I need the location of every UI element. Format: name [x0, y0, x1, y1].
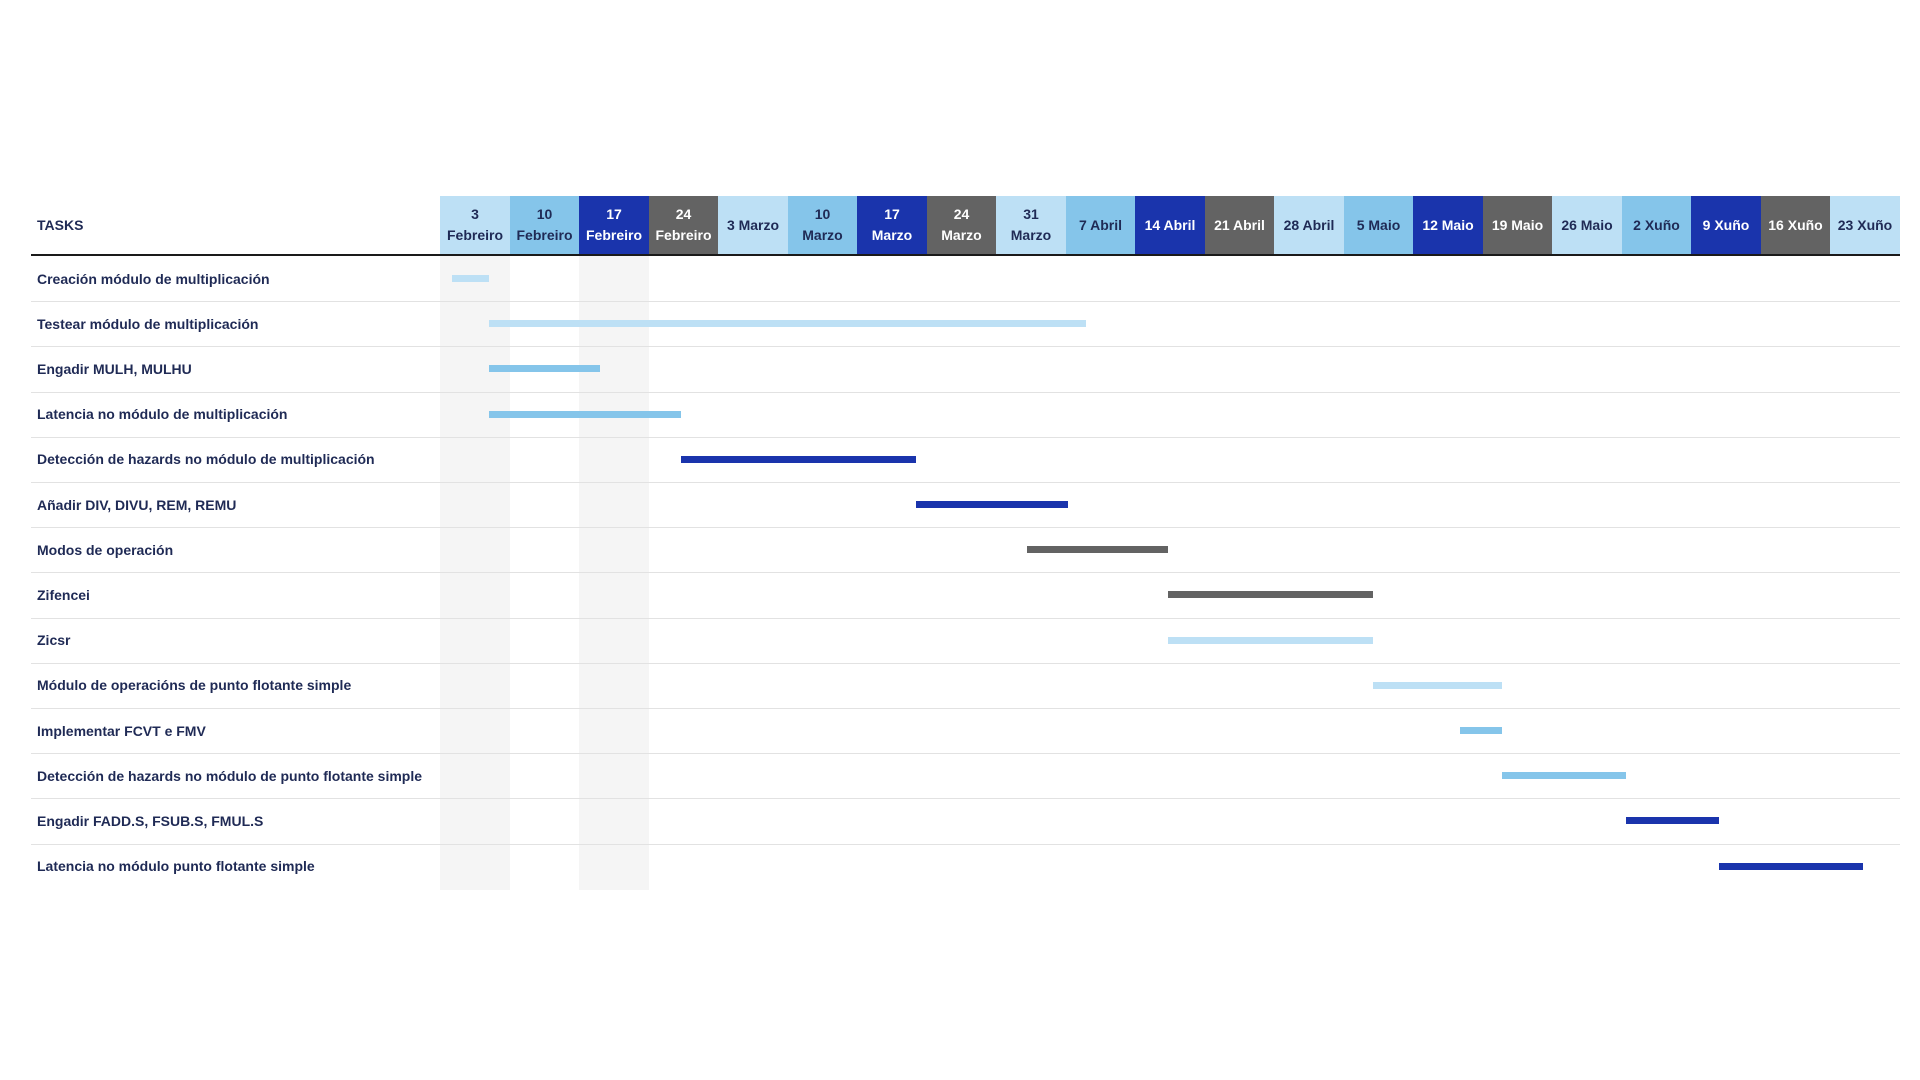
row-divider: [31, 346, 1900, 348]
task-label: Zicsr: [37, 632, 71, 649]
week-label: 12 Maio: [1422, 216, 1474, 233]
task-label: Añadir DIV, DIVU, REM, REMU: [37, 496, 237, 513]
task-bar: [1459, 727, 1502, 734]
task-label: Detección de hazards no módulo de punto …: [37, 767, 423, 784]
row-divider: [31, 572, 1900, 574]
row-divider: [31, 527, 1900, 529]
week-label: 10: [814, 206, 831, 222]
week-label: 21 Abril: [1214, 216, 1265, 233]
week-header-cell: 9 Xuño: [1691, 196, 1761, 254]
week-label: 17: [884, 206, 900, 222]
week-label: 9 Xuño: [1702, 216, 1750, 233]
week-label: 10: [536, 206, 553, 222]
week-label: 26 Maio: [1561, 216, 1613, 233]
week-label: 24: [675, 206, 692, 222]
task-label: Detección de hazards no módulo de multip…: [37, 451, 375, 468]
task-label: Engadir FADD.S, FSUB.S, FMUL.S: [37, 812, 264, 829]
tasks-column-header: TASKS: [37, 217, 84, 233]
task-label: Creación módulo de multiplicación: [37, 270, 270, 287]
week-header-cell: 3 Marzo: [718, 196, 788, 254]
week-label-month: Marzo: [1010, 227, 1052, 243]
week-label-month: Febreiro: [446, 227, 503, 243]
week-header-cell: 31 Marzo: [996, 196, 1066, 254]
task-label: Engadir MULH, MULHU: [37, 360, 192, 377]
week-label-month: Marzo: [802, 227, 843, 243]
task-label: Latencia no módulo de multiplicación: [37, 406, 288, 423]
week-label-month: Febreiro: [516, 227, 573, 243]
week-header-cell: 2 Xuño: [1621, 196, 1692, 254]
row-divider: [31, 391, 1900, 393]
week-header-cell: 10 Marzo: [787, 196, 858, 254]
week-label: 24: [953, 206, 970, 222]
week-header-cell: 17 Febreiro: [579, 196, 649, 254]
row-divider: [31, 798, 1900, 800]
week-label: 14 Abril: [1144, 216, 1196, 233]
row-divider: [31, 436, 1900, 438]
task-label: Módulo de operacións de punto flotante s…: [37, 677, 352, 694]
week-header-cell: 5 Maio: [1343, 196, 1414, 254]
task-bar: [681, 455, 917, 463]
week-label-month: Febreiro: [655, 227, 712, 243]
task-bar: [451, 275, 489, 282]
week-header-cell: 17 Marzo: [857, 196, 927, 254]
week-header-cell: 14 Abril: [1135, 196, 1205, 254]
week-header-cell: 19 Maio: [1482, 196, 1553, 254]
week-label: 3 Marzo: [726, 216, 780, 233]
task-bar: [488, 365, 600, 373]
task-label: Latencia no módulo punto flotante simple: [37, 858, 315, 875]
week-label: 7 Abril: [1078, 216, 1123, 233]
task-bar: [1026, 546, 1168, 554]
row-divider: [31, 482, 1900, 483]
week-header-cell: 21 Abril: [1204, 196, 1275, 254]
task-bar: [1167, 591, 1373, 599]
week-label-month: Marzo: [871, 227, 913, 243]
week-label-month: Marzo: [941, 227, 982, 243]
task-bar: [1718, 862, 1864, 870]
row-divider: [31, 617, 1900, 619]
week-label: 16 Xuño: [1768, 216, 1823, 233]
row-divider: [31, 843, 1900, 845]
week-label: 3: [471, 206, 479, 222]
task-label: Testear módulo de multiplicación: [37, 315, 259, 332]
week-header-cell: 23 Xuño: [1830, 196, 1900, 254]
week-header-cell: 28 Abril: [1274, 196, 1344, 254]
week-label: 23 Xuño: [1837, 216, 1893, 233]
row-divider: [31, 753, 1900, 755]
week-label: 2 Xuño: [1633, 216, 1680, 233]
task-bar: [916, 501, 1069, 508]
week-label-month: Febreiro: [585, 227, 642, 243]
task-bar: [1167, 636, 1373, 644]
week-label: 5 Maio: [1356, 216, 1401, 233]
week-label: 31: [1023, 206, 1039, 222]
header-divider: [31, 254, 1900, 256]
task-bar: [1501, 772, 1627, 780]
task-bar: [1372, 681, 1502, 689]
row-divider: [31, 301, 1900, 303]
week-header-cell: 16 Xuño: [1760, 196, 1831, 254]
task-bar: [1626, 817, 1719, 825]
task-bar: [488, 320, 1086, 328]
task-label: Modos de operación: [37, 541, 174, 558]
week-header-cell: 12 Maio: [1413, 196, 1483, 254]
week-header-cell: 24 Febreiro: [648, 196, 719, 254]
week-label: 19 Maio: [1491, 216, 1544, 233]
task-label: Implementar FCVT e FMV: [37, 722, 206, 739]
week-header-cell: 26 Maio: [1552, 196, 1622, 254]
week-header-cell: 24 Marzo: [926, 196, 997, 254]
week-header-cell: 3 Febreiro: [440, 196, 510, 254]
week-label: 28 Abril: [1283, 216, 1335, 233]
task-bar: [488, 410, 682, 418]
week-label: 17: [606, 206, 622, 222]
row-divider: [31, 662, 1900, 664]
week-header-cell: 10 Febreiro: [509, 196, 580, 254]
row-divider: [31, 708, 1900, 709]
task-label: Zifencei: [37, 586, 90, 603]
week-header-cell: 7 Abril: [1065, 196, 1136, 254]
